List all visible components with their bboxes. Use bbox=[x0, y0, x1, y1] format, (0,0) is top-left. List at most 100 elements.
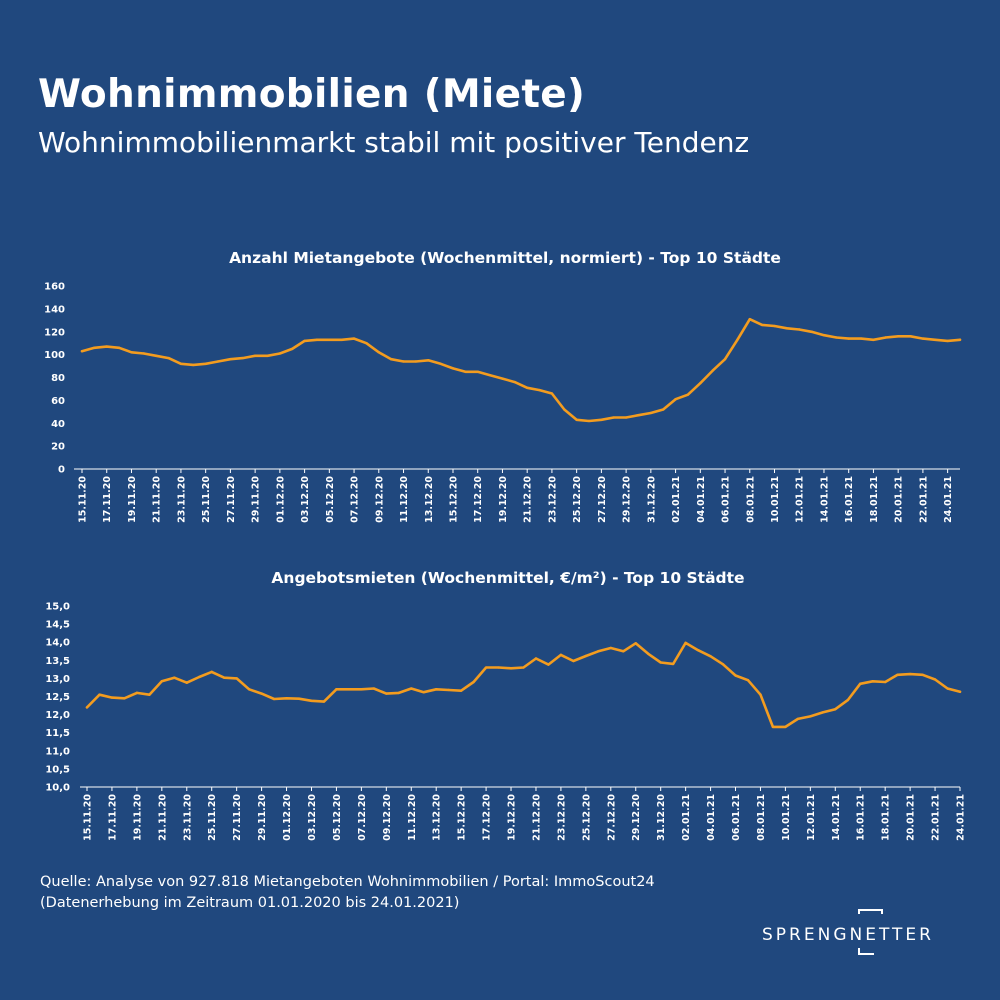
x-tick-label: 15.12.20 bbox=[448, 476, 459, 523]
data-point bbox=[160, 680, 164, 683]
y-tick-label: 13,5 bbox=[45, 656, 70, 667]
x-tick-label: 29.12.20 bbox=[622, 476, 633, 523]
data-point bbox=[587, 419, 591, 423]
data-point bbox=[303, 339, 306, 343]
data-point bbox=[771, 725, 775, 729]
data-point bbox=[253, 354, 257, 357]
sprengnetter-logo: SPRENGNETTER bbox=[762, 909, 934, 955]
data-point bbox=[809, 715, 812, 718]
x-tick-label: 13.12.20 bbox=[432, 794, 443, 841]
data-point bbox=[847, 337, 850, 340]
data-point bbox=[746, 679, 750, 682]
x-tick-label: 04.01.21 bbox=[706, 794, 717, 841]
data-point bbox=[93, 346, 96, 349]
data-point bbox=[759, 693, 762, 696]
data-point bbox=[447, 688, 450, 692]
logo-bracket-top bbox=[858, 909, 883, 914]
data-point bbox=[798, 328, 801, 331]
x-tick-label: 22.01.21 bbox=[918, 476, 929, 523]
data-point bbox=[272, 697, 276, 701]
x-tick-label: 23.12.20 bbox=[547, 476, 558, 523]
x-tick-label: 03.12.20 bbox=[307, 794, 318, 841]
data-point bbox=[117, 346, 121, 349]
y-tick-label: 12,0 bbox=[45, 710, 70, 721]
data-point bbox=[696, 648, 700, 652]
data-point bbox=[834, 707, 837, 711]
x-tick-label: 15.12.20 bbox=[457, 794, 468, 841]
data-point bbox=[322, 700, 326, 703]
series-line bbox=[85, 641, 962, 729]
data-point bbox=[241, 356, 244, 360]
data-point bbox=[846, 698, 849, 702]
x-tick-label: 12.01.21 bbox=[806, 794, 817, 841]
data-point bbox=[534, 657, 538, 660]
data-point bbox=[760, 323, 764, 327]
data-point bbox=[699, 382, 702, 385]
data-point bbox=[372, 687, 376, 690]
data-point bbox=[414, 360, 418, 363]
data-point bbox=[859, 337, 863, 340]
data-point bbox=[785, 327, 789, 330]
data-point bbox=[340, 338, 343, 341]
data-point bbox=[538, 388, 541, 392]
y-tick-label: 10,5 bbox=[45, 764, 70, 775]
chart-title: Angebotsmieten (Wochenmittel, €/m²) - To… bbox=[271, 569, 744, 587]
y-tick-label: 40 bbox=[51, 419, 65, 430]
data-point bbox=[488, 374, 492, 377]
data-point bbox=[389, 358, 393, 361]
data-point bbox=[659, 661, 662, 664]
data-point bbox=[522, 666, 525, 669]
data-point bbox=[921, 337, 925, 340]
x-tick-label: 06.01.21 bbox=[721, 476, 732, 523]
data-point bbox=[410, 687, 413, 690]
data-point bbox=[385, 692, 388, 695]
data-point bbox=[142, 352, 146, 355]
x-tick-label: 07.12.20 bbox=[350, 476, 361, 523]
data-point bbox=[597, 650, 600, 653]
data-point bbox=[609, 646, 612, 650]
logo-text: SPRENGNETTER bbox=[762, 925, 934, 945]
data-point bbox=[810, 330, 813, 333]
x-tick-label: 20.01.21 bbox=[906, 794, 917, 841]
data-point bbox=[247, 688, 251, 691]
x-tick-label: 23.11.20 bbox=[182, 794, 193, 841]
x-tick-label: 03.12.20 bbox=[300, 476, 311, 523]
data-point bbox=[835, 336, 838, 339]
y-tick-label: 11,0 bbox=[45, 746, 70, 757]
data-point bbox=[451, 367, 455, 370]
data-point bbox=[310, 699, 313, 703]
x-tick-label: 25.11.20 bbox=[201, 476, 212, 523]
x-tick-label: 11.12.20 bbox=[399, 476, 410, 523]
x-tick-label: 31.12.20 bbox=[646, 476, 657, 523]
chart-offers: Anzahl Mietangebote (Wochenmittel, normi… bbox=[44, 249, 962, 523]
y-tick-label: 100 bbox=[44, 350, 65, 361]
data-point bbox=[266, 354, 269, 357]
x-tick-label: 16.01.21 bbox=[844, 476, 855, 523]
data-point bbox=[130, 351, 133, 354]
data-point bbox=[315, 338, 319, 341]
x-tick-label: 02.01.21 bbox=[671, 476, 682, 523]
x-tick-label: 27.12.20 bbox=[597, 476, 608, 523]
data-point bbox=[335, 688, 338, 691]
x-tick-label: 19.12.20 bbox=[507, 794, 518, 841]
data-point bbox=[365, 341, 368, 345]
data-point bbox=[711, 369, 714, 372]
x-tick-label: 24.01.21 bbox=[956, 794, 967, 841]
data-point bbox=[278, 352, 282, 355]
data-point bbox=[674, 398, 677, 401]
data-point bbox=[575, 418, 578, 422]
data-point bbox=[958, 338, 962, 341]
data-point bbox=[572, 659, 575, 663]
data-point bbox=[509, 667, 513, 670]
y-tick-label: 80 bbox=[51, 373, 65, 384]
y-tick-label: 60 bbox=[51, 396, 65, 407]
x-tick-label: 21.11.20 bbox=[157, 794, 168, 841]
data-point bbox=[649, 411, 653, 415]
chart-title: Anzahl Mietangebote (Wochenmittel, normi… bbox=[229, 249, 781, 267]
data-point bbox=[909, 335, 912, 338]
chart-rents: Angebotsmieten (Wochenmittel, €/m²) - To… bbox=[45, 569, 966, 841]
data-point bbox=[637, 414, 640, 417]
data-point bbox=[896, 335, 900, 338]
x-tick-label: 01.12.20 bbox=[275, 476, 286, 523]
